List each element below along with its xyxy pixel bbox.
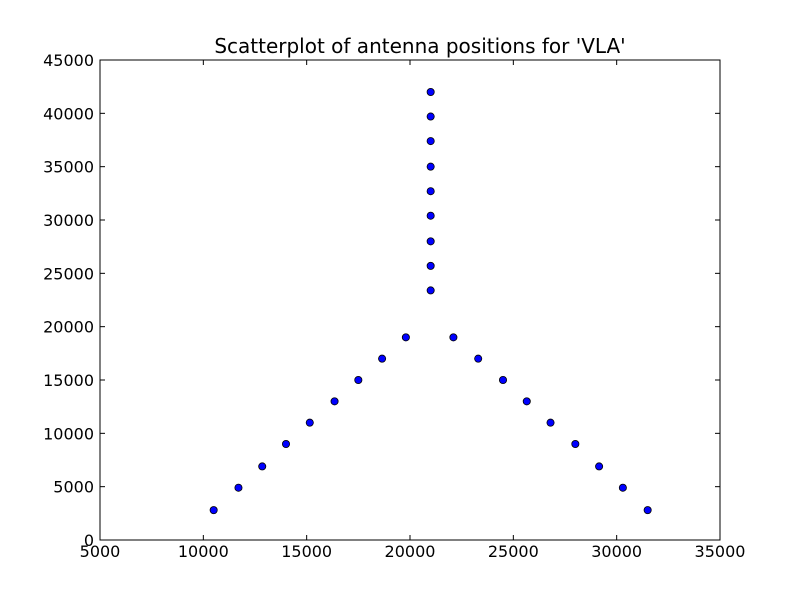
- y-tick-label: 40000: [43, 104, 94, 123]
- y-tick-label: 25000: [43, 264, 94, 283]
- data-point: [595, 462, 604, 471]
- data-point: [426, 237, 435, 246]
- x-tick-label: 30000: [591, 542, 642, 561]
- x-tick-label: 5000: [80, 542, 121, 561]
- data-point: [426, 187, 435, 196]
- data-point: [618, 483, 627, 492]
- data-point: [426, 261, 435, 270]
- data-point: [643, 506, 652, 515]
- data-point: [571, 439, 580, 448]
- y-tick-label: 45000: [43, 51, 94, 70]
- data-point: [546, 418, 555, 427]
- data-point: [354, 375, 363, 384]
- axis-ticks: 5000 10000 15000 20000 25000 30000 35000050001…: [43, 51, 745, 561]
- y-tick-label: 5000: [53, 478, 94, 497]
- data-point: [449, 333, 458, 342]
- y-tick-label: 15000: [43, 371, 94, 390]
- data-point: [426, 211, 435, 220]
- data-points: [209, 88, 652, 515]
- x-tick-label: 10000: [178, 542, 229, 561]
- data-point: [426, 286, 435, 295]
- y-tick-label: 10000: [43, 424, 94, 443]
- data-point: [305, 418, 314, 427]
- data-point: [498, 375, 507, 384]
- data-point: [474, 354, 483, 363]
- data-point: [378, 354, 387, 363]
- x-tick-label: 25000: [488, 542, 539, 561]
- y-tick-label: 0: [84, 531, 94, 550]
- data-point: [426, 88, 435, 97]
- y-tick-label: 35000: [43, 158, 94, 177]
- x-tick-label: 35000: [695, 542, 746, 561]
- data-point: [401, 333, 410, 342]
- data-point: [234, 483, 243, 492]
- data-point: [426, 137, 435, 146]
- data-point: [281, 439, 290, 448]
- y-tick-label: 20000: [43, 318, 94, 337]
- data-point: [209, 506, 218, 515]
- x-tick-label: 15000: [281, 542, 332, 561]
- data-point: [426, 162, 435, 171]
- x-tick-label: 20000: [385, 542, 436, 561]
- data-point: [426, 112, 435, 121]
- data-point: [258, 462, 267, 471]
- data-point: [522, 397, 531, 406]
- plot-area-frame: [99, 59, 721, 541]
- data-point: [330, 397, 339, 406]
- chart-title: Scatterplot of antenna positions for 'VL…: [214, 34, 625, 58]
- y-tick-label: 30000: [43, 211, 94, 230]
